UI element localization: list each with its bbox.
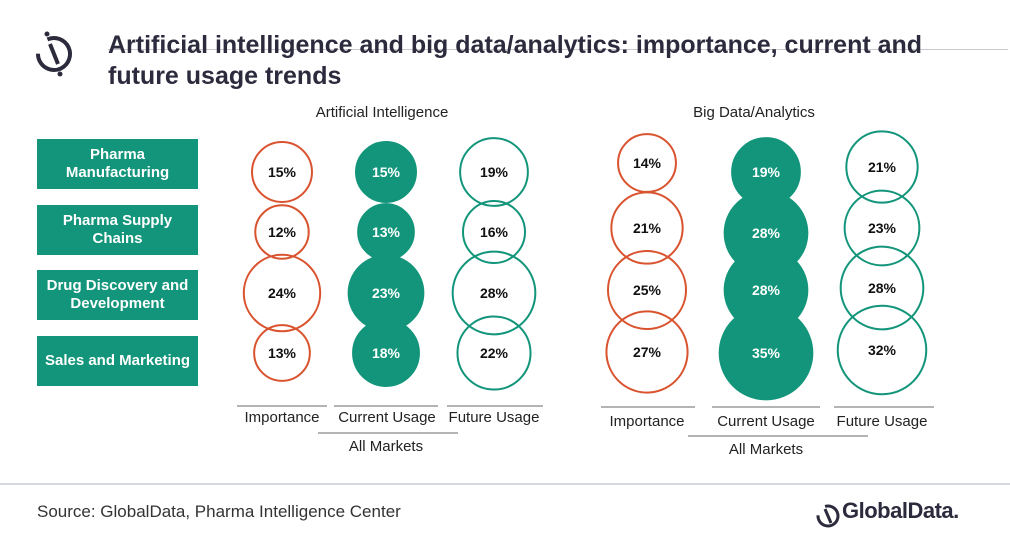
- category-label: Pharma Supply Chains: [37, 205, 198, 255]
- bubble-current-usage: [352, 319, 420, 387]
- data-label: 21%: [633, 220, 662, 236]
- page-title: Artificial intelligence and big data/ana…: [108, 31, 923, 90]
- data-label: 28%: [480, 285, 509, 301]
- bubble-importance: [251, 141, 313, 203]
- footer-rule: [0, 483, 1010, 485]
- data-label: 18%: [372, 345, 401, 361]
- bubble-importance: [254, 204, 310, 260]
- data-label: 35%: [752, 345, 781, 361]
- data-label: 23%: [868, 220, 897, 236]
- column-label: Current Usage: [338, 409, 436, 426]
- panel-title-bd: Big Data/Analytics: [693, 104, 815, 121]
- data-label: 25%: [633, 282, 662, 298]
- bubble-importance: [610, 191, 684, 265]
- bubble-current-usage: [355, 141, 417, 203]
- data-label: 12%: [268, 224, 297, 240]
- bubble-future-usage: [843, 189, 921, 267]
- group-label: All Markets: [348, 438, 424, 455]
- bubble-future-usage: [836, 304, 928, 396]
- data-label: 27%: [633, 344, 662, 360]
- bubble-future-usage: [459, 137, 529, 207]
- data-label: 19%: [752, 164, 781, 180]
- title-rule: [108, 49, 1008, 50]
- bubble-importance: [242, 253, 322, 333]
- bubble-importance: [253, 324, 311, 382]
- data-label: 14%: [633, 155, 662, 171]
- category-label: Pharma Manufacturing: [37, 139, 198, 189]
- bubble-future-usage: [462, 200, 526, 264]
- data-label: 21%: [868, 159, 897, 175]
- column-label: Future Usage: [448, 409, 540, 426]
- data-label: 13%: [268, 345, 297, 361]
- bubble-importance: [605, 310, 689, 394]
- data-label: 15%: [372, 164, 401, 180]
- data-label: 32%: [868, 342, 897, 358]
- data-label: 13%: [372, 224, 401, 240]
- data-label: 22%: [480, 345, 509, 361]
- globaldata-logo-icon: [36, 31, 72, 77]
- panel-title-ai: Artificial Intelligence: [315, 104, 449, 121]
- bubble-importance: [607, 250, 687, 330]
- data-label: 16%: [480, 224, 509, 240]
- category-label: Sales and Marketing: [37, 336, 198, 386]
- source-note: Source: GlobalData, Pharma Intelligence …: [37, 502, 401, 521]
- bubble-future-usage: [839, 245, 925, 331]
- data-label: 28%: [752, 225, 781, 241]
- globaldata-brand-icon: [816, 504, 840, 528]
- brand-name: GlobalData.: [842, 498, 959, 523]
- data-label: 28%: [868, 280, 897, 296]
- data-label: 19%: [480, 164, 509, 180]
- column-label: Importance: [244, 409, 320, 426]
- data-label: 23%: [372, 285, 401, 301]
- bubble-current-usage: [718, 305, 814, 401]
- bubble-future-usage: [845, 130, 919, 204]
- column-label: Future Usage: [836, 413, 928, 430]
- data-label: 28%: [752, 282, 781, 298]
- data-label: 15%: [268, 164, 297, 180]
- column-label: Importance: [609, 413, 685, 430]
- column-label: Current Usage: [717, 413, 815, 430]
- bubble-future-usage: [456, 315, 532, 391]
- category-label: Drug Discovery and Development: [37, 270, 198, 320]
- bubble-future-usage: [451, 250, 537, 336]
- data-label: 24%: [268, 285, 297, 301]
- group-label: All Markets: [728, 441, 804, 458]
